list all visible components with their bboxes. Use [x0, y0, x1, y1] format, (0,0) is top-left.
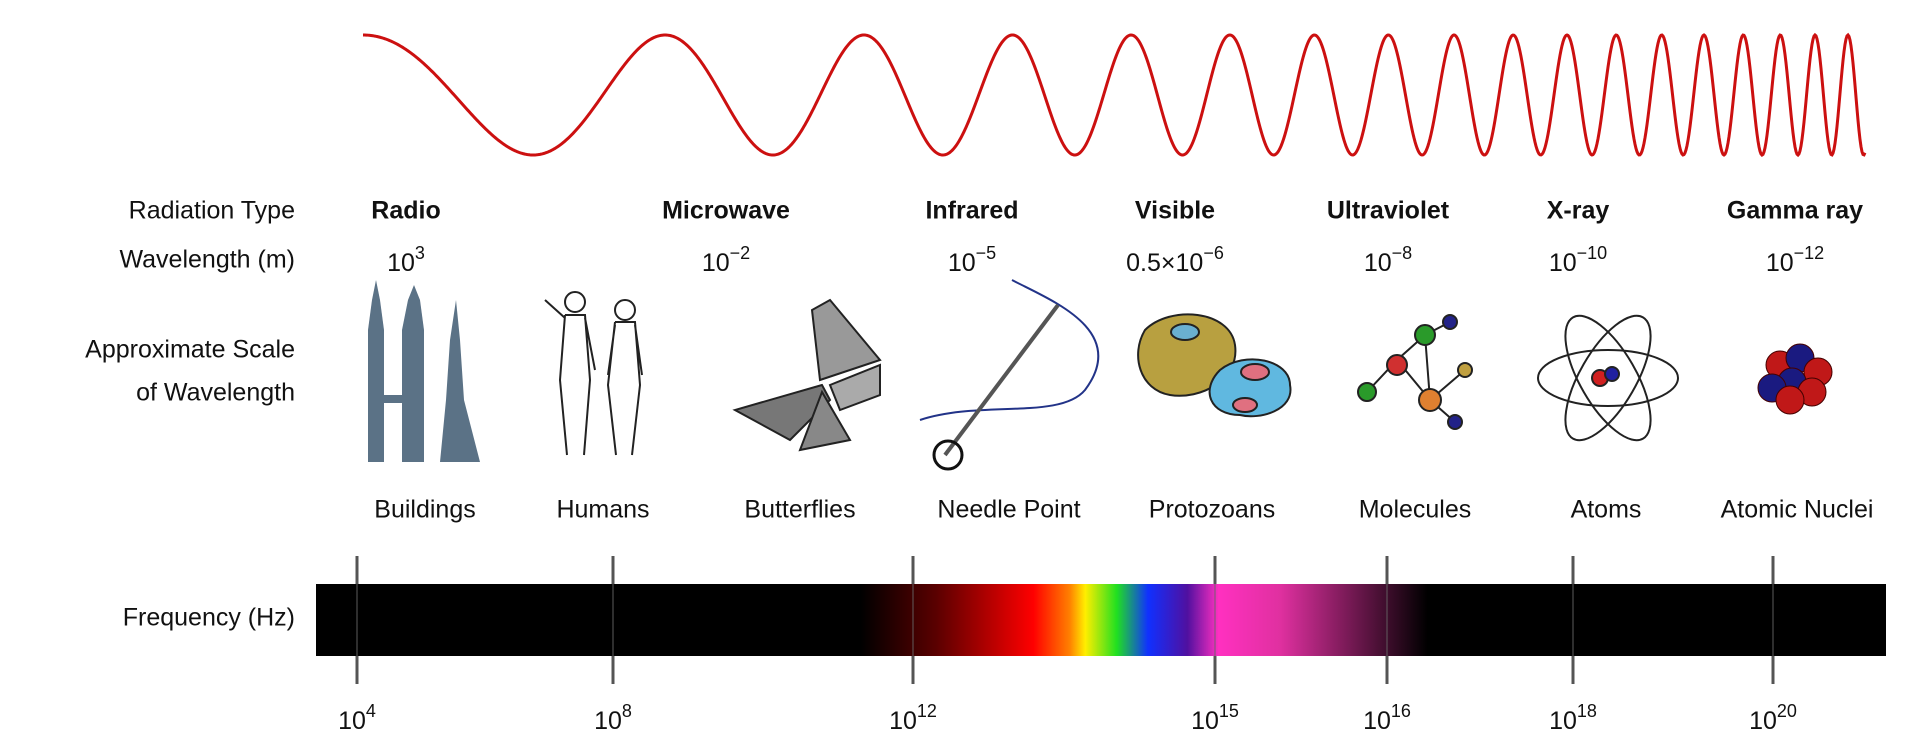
band-name: X-ray	[1547, 197, 1610, 225]
scale-object: Protozoans	[1149, 496, 1275, 524]
icons	[368, 279, 1833, 471]
frequency-tick-label-base: 10	[338, 707, 366, 735]
band-name: Radio	[371, 197, 440, 225]
wavelength-exponent: 3	[415, 243, 425, 263]
scale-object: Atoms	[1571, 496, 1642, 524]
frequency-tick-label: 1015	[1191, 701, 1239, 735]
wavelength-exponent: −8	[1392, 243, 1413, 263]
band-name: Ultraviolet	[1327, 197, 1450, 225]
row-label: Wavelength (m)	[119, 246, 295, 274]
row-label: Radiation Type	[129, 197, 295, 225]
frequency-tick-label-exponent: 12	[917, 701, 937, 721]
wavelength-exponent: −12	[1794, 243, 1825, 263]
frequency-tick-label: 104	[338, 701, 376, 735]
frequency-tick-label-base: 10	[594, 707, 622, 735]
band-name: Visible	[1135, 197, 1215, 225]
row-label: Approximate Scale	[85, 336, 295, 364]
frequency-tick-label-exponent: 4	[366, 701, 376, 721]
band-name: Microwave	[662, 197, 790, 225]
wave	[362, 32, 1867, 158]
wavelength-base: 10	[1549, 249, 1577, 277]
scale-object: Molecules	[1359, 496, 1472, 524]
frequency-tick-label-base: 10	[1549, 707, 1577, 735]
wavelength: 10−10	[1549, 243, 1607, 277]
frequency-tick-label-exponent: 18	[1577, 701, 1597, 721]
wavelength-base: 0.5×10	[1126, 249, 1203, 277]
frequency-bar	[316, 584, 1886, 656]
icon-needle	[919, 279, 1100, 471]
icon-nucleus	[1757, 343, 1833, 415]
wavelength-base: 10	[1766, 249, 1794, 277]
wavelength-exponent: −2	[730, 243, 751, 263]
band-name: Infrared	[925, 197, 1018, 225]
icon-butterfly	[732, 298, 882, 452]
icon-molecule	[1357, 314, 1473, 430]
frequency-tick-label-base: 10	[889, 707, 917, 735]
wavelength: 103	[387, 243, 425, 277]
wavelength-base: 10	[387, 249, 415, 277]
icon-atom	[1537, 314, 1679, 442]
wavelength-base: 10	[1364, 249, 1392, 277]
frequency-tick-label: 1012	[889, 701, 937, 735]
frequency-tick-label-exponent: 16	[1391, 701, 1411, 721]
frequency-tick-label-exponent: 20	[1777, 701, 1797, 721]
wavelength: 0.5×10−6	[1126, 243, 1224, 277]
wavelength-base: 10	[702, 249, 730, 277]
icon-protozoans	[1137, 313, 1292, 418]
frequency-tick-label-base: 10	[1363, 707, 1391, 735]
frequency-tick-label: 1020	[1749, 701, 1797, 735]
row-label: Frequency (Hz)	[123, 604, 295, 632]
band-name: Gamma ray	[1727, 197, 1863, 225]
scale-object: Butterflies	[744, 496, 855, 524]
frequency-tick-label-exponent: 15	[1219, 701, 1239, 721]
wavelength-exponent: −10	[1577, 243, 1608, 263]
icon-buildings	[368, 280, 480, 462]
wavelength: 10−5	[948, 243, 996, 277]
scale-object: Needle Point	[937, 496, 1080, 524]
row-label: of Wavelength	[136, 379, 295, 407]
labels: Radiation Type Wavelength (m) Approximate …	[85, 197, 1873, 735]
wavelength: 10−2	[702, 243, 750, 277]
frequency-tick-label: 108	[594, 701, 632, 735]
wavelength-base: 10	[948, 249, 976, 277]
frequency-tick-label-base: 10	[1749, 707, 1777, 735]
scale-object: Humans	[556, 496, 649, 524]
frequency-tick-label: 1018	[1549, 701, 1597, 735]
frequency-tick-label: 1016	[1363, 701, 1411, 735]
scale-object: Buildings	[374, 496, 475, 524]
frequency-tick-label-base: 10	[1191, 707, 1219, 735]
icon-humans	[544, 291, 643, 456]
wavelength-exponent: −6	[1203, 243, 1224, 263]
frequency-tick-label-exponent: 8	[622, 701, 632, 721]
wavelength-exponent: −5	[976, 243, 997, 263]
wavelength: 10−12	[1766, 243, 1824, 277]
scale-object: Atomic Nuclei	[1721, 496, 1874, 524]
wavelength: 10−8	[1364, 243, 1412, 277]
